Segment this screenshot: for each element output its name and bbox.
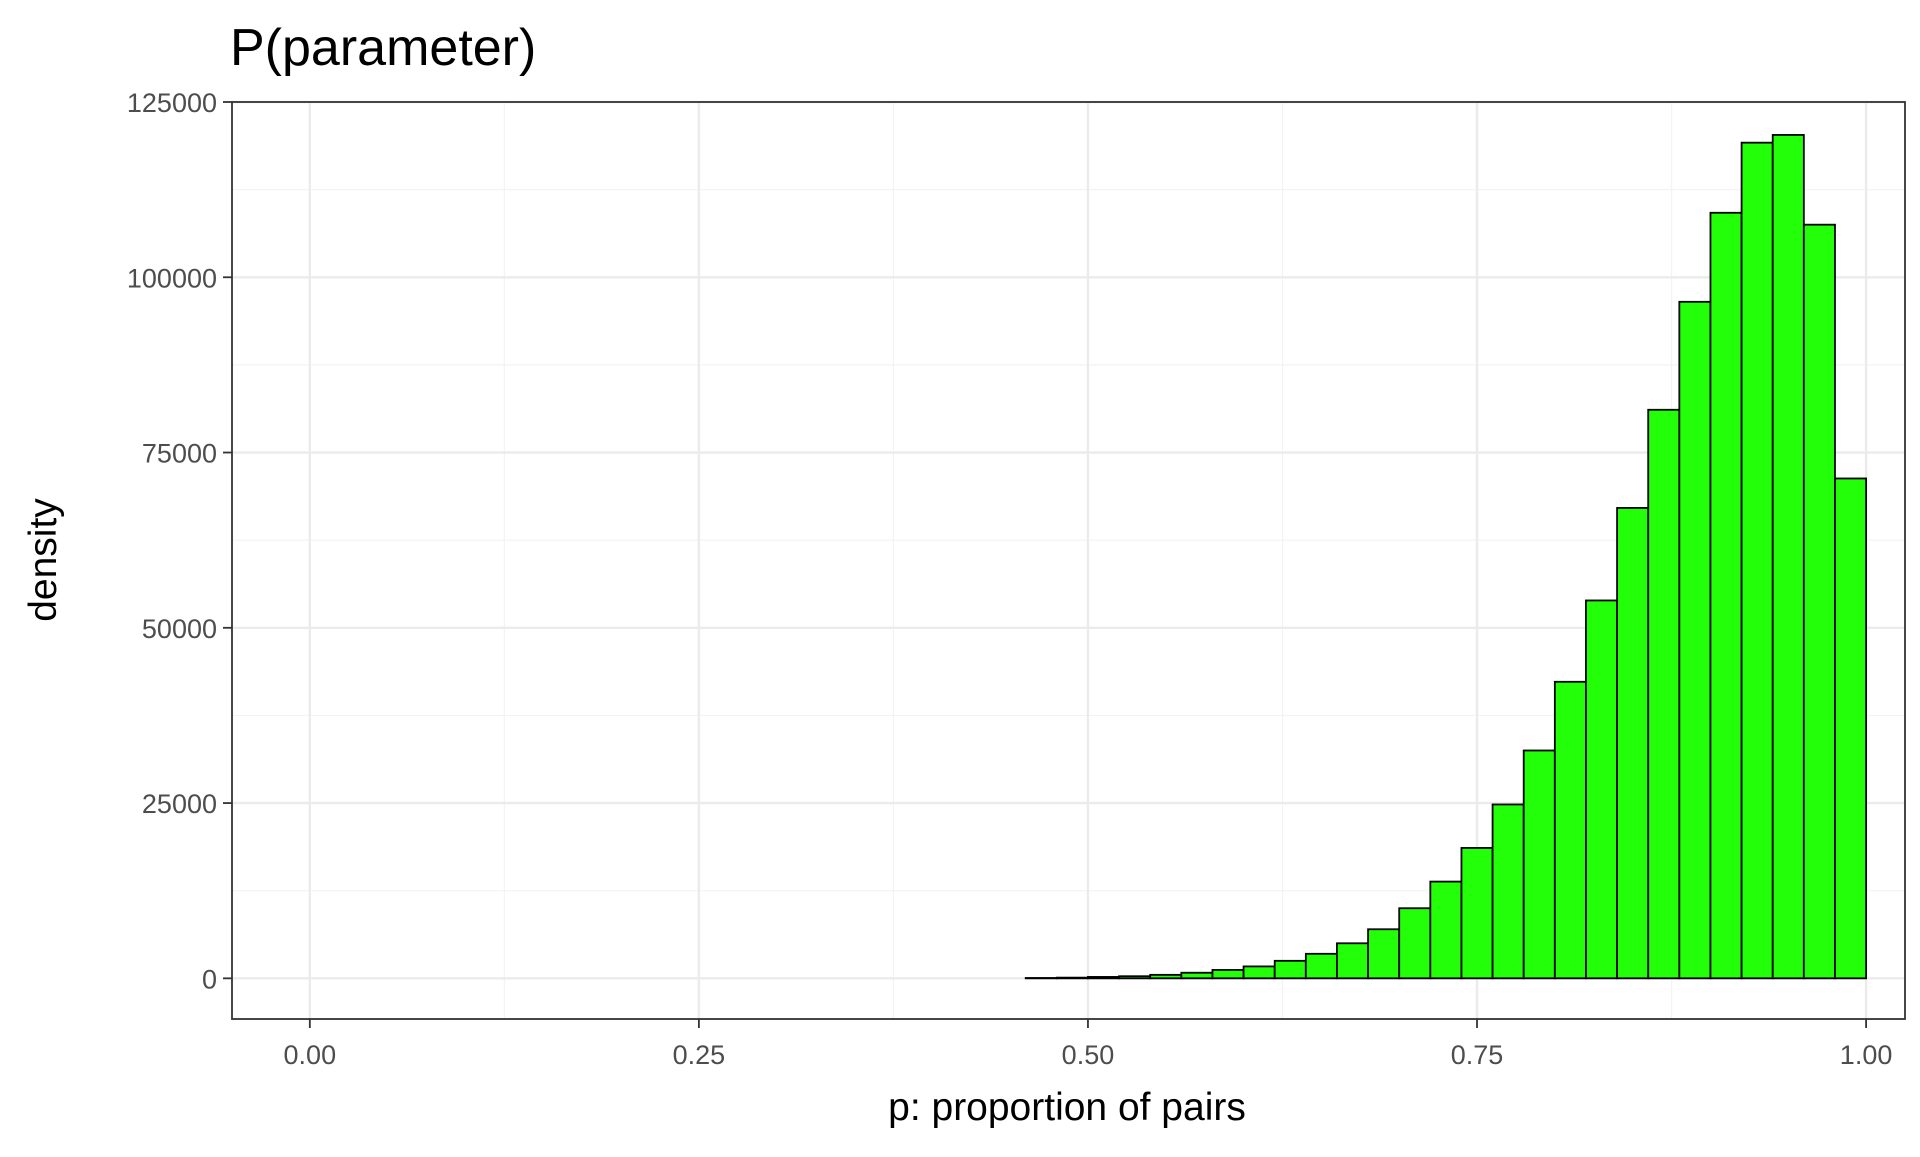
histogram-bar	[1057, 978, 1088, 979]
x-tick-label: 0.00	[284, 1040, 337, 1070]
x-tick-label: 1.00	[1840, 1040, 1893, 1070]
histogram-bar	[1212, 970, 1243, 978]
y-axis-title: density	[22, 498, 65, 622]
histogram-bar	[1524, 750, 1555, 978]
histogram-bar	[1368, 929, 1399, 978]
x-tick-label: 0.75	[1451, 1040, 1504, 1070]
histogram-bar	[1835, 478, 1866, 978]
histogram-bars	[1026, 135, 1866, 978]
histogram-bar	[1399, 908, 1430, 978]
histogram-bar	[1275, 961, 1306, 979]
x-tick-label: 0.50	[1062, 1040, 1115, 1070]
chart-title: P(parameter)	[230, 19, 536, 77]
y-tick-label: 100000	[127, 263, 217, 293]
histogram-bar	[1244, 966, 1275, 978]
y-tick-label: 75000	[142, 439, 217, 469]
y-tick-label: 50000	[142, 614, 217, 644]
histogram-bar	[1119, 976, 1150, 978]
y-tick-label: 125000	[127, 88, 217, 118]
x-axis: 0.00 0.25 0.50 0.75 1.00	[284, 1019, 1893, 1070]
y-tick-label: 0	[202, 964, 217, 994]
histogram-bar	[1493, 804, 1524, 978]
histogram-bar	[1088, 977, 1119, 978]
histogram-bar	[1773, 135, 1804, 978]
x-axis-title: p: proportion of pairs	[888, 1086, 1246, 1129]
histogram-bar	[1150, 975, 1181, 979]
histogram-bar	[1648, 410, 1679, 979]
histogram-bar	[1710, 213, 1741, 979]
y-axis: 0 25000 50000 75000 100000 125000	[127, 88, 232, 994]
histogram-bar	[1181, 973, 1212, 979]
x-tick-label: 0.25	[673, 1040, 726, 1070]
histogram-bar	[1804, 225, 1835, 979]
histogram-bar	[1679, 302, 1710, 979]
histogram-bar	[1586, 600, 1617, 978]
histogram-bar	[1461, 848, 1492, 978]
histogram-bar	[1742, 143, 1773, 979]
y-tick-label: 25000	[142, 789, 217, 819]
histogram-bar	[1337, 943, 1368, 978]
histogram-bar	[1430, 882, 1461, 979]
histogram-bar	[1306, 954, 1337, 979]
histogram-bar	[1555, 682, 1586, 979]
histogram-bar	[1617, 508, 1648, 978]
